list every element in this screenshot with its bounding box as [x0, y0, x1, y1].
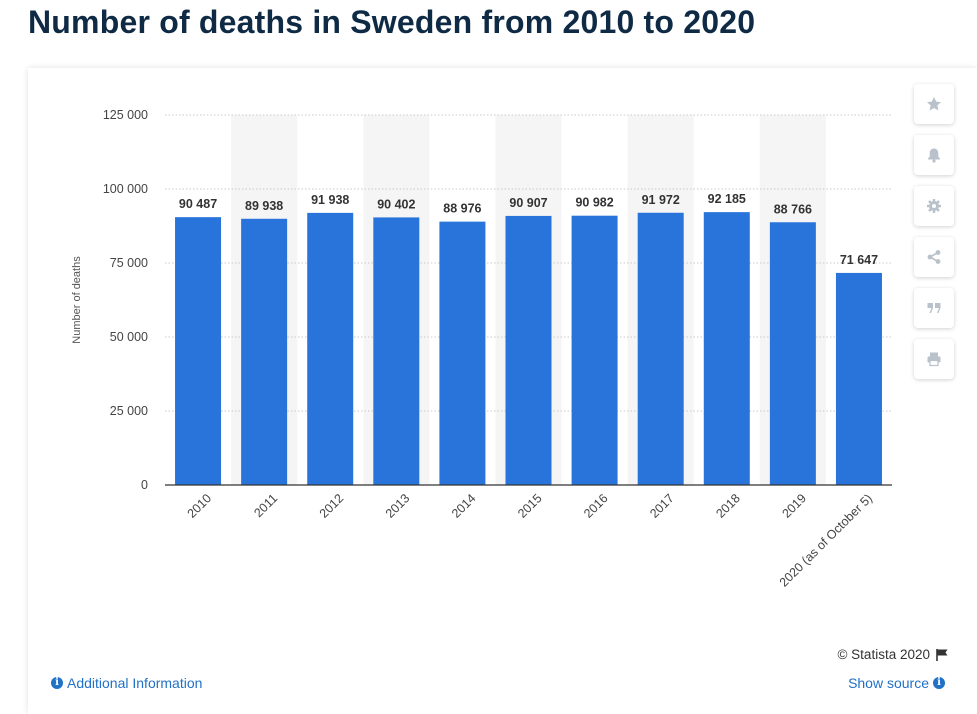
notification-button[interactable] — [914, 135, 954, 175]
credit-text: © Statista 2020 — [837, 647, 930, 662]
bar-value-label: 91 972 — [642, 193, 680, 207]
bar-value-label: 90 487 — [179, 197, 217, 211]
y-axis-label: Number of deaths — [71, 256, 83, 344]
bar — [241, 218, 288, 486]
bar-value-label: 89 938 — [245, 199, 283, 213]
bar-value-label: 71 647 — [840, 253, 878, 267]
bar-value-label: 90 982 — [575, 196, 613, 210]
bar-value-label: 88 976 — [443, 202, 481, 216]
x-tick-label: 2018 — [713, 491, 743, 521]
bar — [637, 212, 684, 485]
share-button[interactable] — [914, 237, 954, 277]
x-tick-label: 2014 — [449, 491, 479, 521]
bar-value-label: 91 938 — [311, 193, 349, 207]
page-title: Number of deaths in Sweden from 2010 to … — [28, 4, 756, 40]
info-icon: i — [933, 677, 945, 689]
additional-information-link[interactable]: i Additional Information — [51, 675, 202, 691]
cite-button[interactable] — [914, 288, 954, 328]
show-source-link[interactable]: Show source i — [848, 675, 945, 691]
bar — [769, 222, 816, 486]
quote-icon — [927, 303, 941, 313]
print-icon — [927, 352, 941, 367]
info-icon: i — [51, 677, 63, 689]
x-tick-label: 2017 — [647, 491, 677, 521]
x-tick-label: 2013 — [383, 491, 413, 521]
star-icon — [927, 97, 941, 111]
x-tick-label: 2011 — [251, 491, 280, 520]
bar — [373, 217, 420, 485]
y-tick-label: 100 000 — [103, 182, 148, 196]
share-icon — [927, 250, 941, 264]
bar — [703, 212, 750, 486]
gear-icon — [927, 199, 941, 213]
y-tick-label: 50 000 — [110, 330, 148, 344]
bell-icon — [928, 148, 940, 163]
x-tick-label: 2019 — [779, 491, 809, 521]
print-button[interactable] — [914, 339, 954, 379]
y-tick-label: 75 000 — [110, 256, 148, 270]
bar-value-label: 90 907 — [509, 196, 547, 210]
x-tick-label: 2012 — [317, 491, 347, 521]
y-tick-label: 125 000 — [103, 108, 148, 122]
y-tick-label: 0 — [141, 478, 148, 492]
chart-toolbar — [914, 84, 954, 390]
bar — [571, 215, 618, 485]
x-tick-label: 2015 — [515, 491, 545, 521]
bar — [505, 215, 552, 485]
bar — [835, 272, 882, 485]
y-tick-label: 25 000 — [110, 404, 148, 418]
bar — [307, 212, 354, 485]
additional-information-label: Additional Information — [67, 675, 203, 691]
bar — [175, 217, 222, 485]
x-tick-label: 2010 — [185, 491, 215, 521]
favorite-button[interactable] — [914, 84, 954, 124]
bar-value-label: 92 185 — [708, 192, 746, 206]
flag-icon — [936, 648, 948, 661]
bar — [439, 221, 486, 485]
settings-button[interactable] — [914, 186, 954, 226]
show-source-label: Show source — [848, 675, 929, 691]
bar-value-label: 90 402 — [377, 197, 415, 211]
statista-credit[interactable]: © Statista 2020 — [837, 647, 949, 662]
x-tick-label: 2016 — [581, 491, 611, 521]
bar-value-label: 88 766 — [774, 202, 812, 216]
